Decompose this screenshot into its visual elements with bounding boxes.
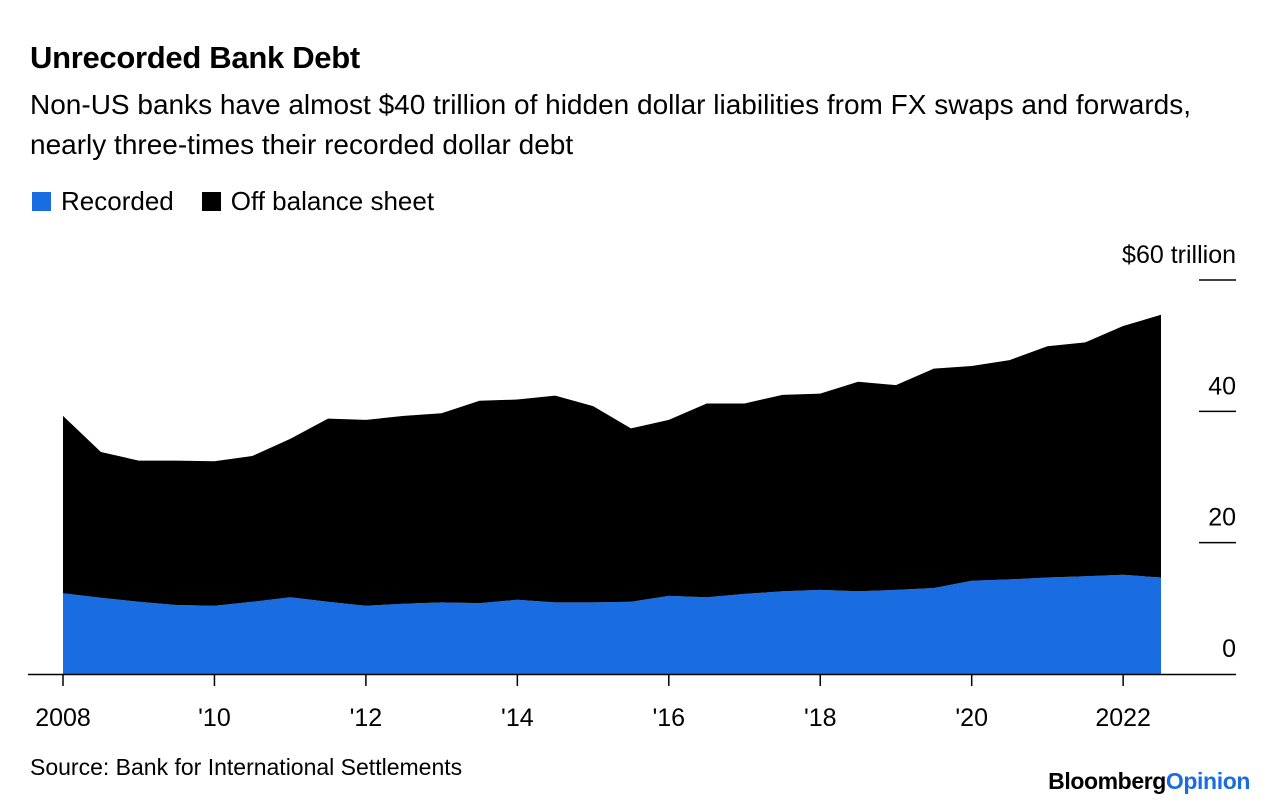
legend-item-recorded: Recorded [32, 186, 174, 217]
legend-label-off-balance-sheet: Off balance sheet [230, 186, 435, 216]
x-tick-label-2014: '14 [501, 704, 534, 732]
x-tick-label-2020: '20 [955, 704, 988, 732]
x-tick-label-2010: '10 [198, 704, 231, 732]
y-tick-label-40: 40 [1208, 372, 1236, 400]
x-tick-label-2012: '12 [350, 704, 383, 732]
x-tick-label-2008: 2008 [35, 704, 91, 732]
x-tick-label-2022: 2022 [1095, 704, 1151, 732]
bloomberg-opinion-logo: BloombergOpinion [1048, 768, 1250, 795]
x-tick-label-2016: '16 [652, 704, 685, 732]
x-tick-label-2018: '18 [804, 704, 837, 732]
chart-subtitle: Non-US banks have almost $40 trillion of… [30, 89, 1191, 160]
legend-item-off-balance-sheet: Off balance sheet [201, 186, 435, 217]
chart-title: Unrecorded Bank Debt [30, 40, 360, 75]
logo-bloomberg: Bloomberg [1048, 768, 1166, 794]
legend: Recorded Off balance sheet [32, 186, 462, 217]
logo-opinion: Opinion [1165, 768, 1250, 794]
source-note: Source: Bank for International Settlemen… [30, 754, 463, 780]
y-tick-label-60: $60 trillion [1122, 241, 1236, 269]
legend-swatch-recorded [32, 192, 51, 211]
area-series-off-balance-sheet [63, 314, 1161, 606]
y-tick-label-20: 20 [1208, 504, 1236, 532]
y-tick-label-0: 0 [1222, 635, 1236, 663]
legend-label-recorded: Recorded [61, 186, 174, 216]
legend-swatch-off-balance-sheet [201, 192, 221, 211]
area-series-recorded [63, 574, 1161, 674]
